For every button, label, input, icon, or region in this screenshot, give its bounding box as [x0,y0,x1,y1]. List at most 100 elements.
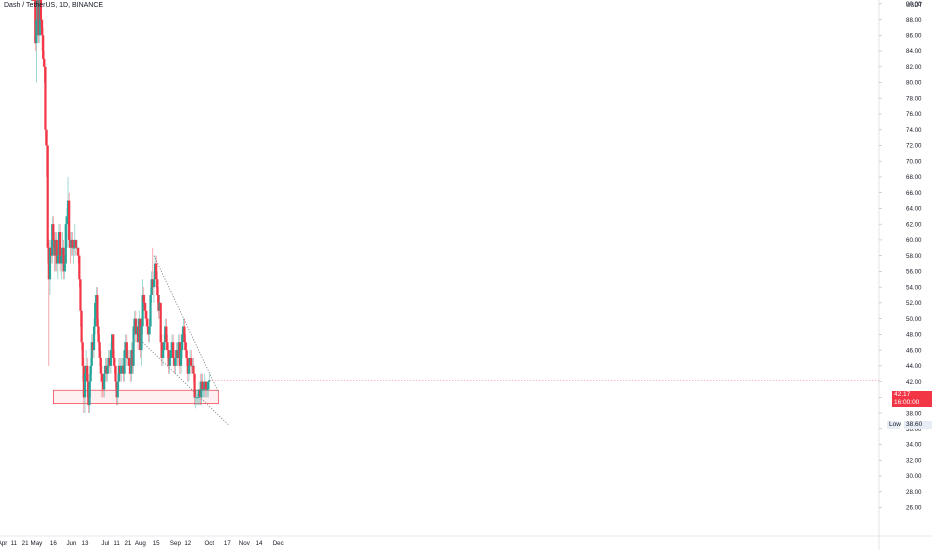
y-tick-label: 28.00 [906,489,922,496]
candle-body [186,357,189,374]
x-tick-label: 12 [184,540,191,547]
candle-body [91,342,94,351]
candle-body [100,373,104,382]
candle-body [207,381,210,390]
candle-body [30,0,33,1]
candle-body [127,357,131,366]
candle-body [156,279,159,296]
x-tick-label: Nov [239,540,251,547]
candle-body [73,239,76,248]
price-tag: 42.17 16:00:00 [892,391,932,407]
price-tag-value: 42.17 [894,391,911,398]
candle-body [152,279,156,288]
candle-body [124,342,127,351]
candle-body [53,239,56,256]
symbol-title: Dash / TetherUS, 1D, BINANCE [4,2,104,9]
x-tick-label: 21 [124,540,131,547]
x-tick-label: Jun [66,540,77,547]
candle-body [66,200,70,217]
candle-body [74,239,78,248]
x-tick-label: 11 [113,540,120,547]
y-tick-label: 54.00 [906,284,922,291]
x-tick-label: 11 [11,540,18,547]
y-tick-label: 90.00 [906,1,922,8]
candle-body [194,397,197,399]
candle-body [138,318,141,343]
y-tick-label: 64.00 [906,206,922,213]
x-tick-label: Aug [135,540,147,547]
y-tick-label: 42.00 [906,379,922,386]
candle-body [146,318,149,327]
candle-body [126,357,130,359]
candle-body [48,247,52,280]
y-tick-label: 58.00 [906,253,922,260]
candle-body [201,381,204,390]
candle-body [135,326,139,335]
candle-body [35,19,38,44]
candle-body [167,350,170,366]
candle-body [172,342,175,358]
y-tick-label: 46.00 [906,347,922,354]
candle-body [175,350,178,358]
candle-body [55,239,58,264]
candle-body [158,302,161,311]
candle-body [34,0,37,44]
candle-body [98,342,101,358]
currency-label: USDT [906,3,923,9]
candle-body [139,318,142,351]
candle-body [64,224,67,264]
candle-body [202,389,205,391]
x-tick-label: Oct [204,540,214,547]
candle-body [185,350,188,358]
candle-body [181,334,184,351]
candle-body [33,0,36,1]
candle-body [83,373,87,398]
candle-body [94,302,97,327]
candle-body [45,129,48,146]
candle-body [63,263,66,272]
candle-body [130,350,133,374]
candle-body [208,380,211,382]
y-tick-label: 48.00 [906,332,922,339]
candle-body [86,365,89,382]
candle-body [114,365,117,382]
candle-body [121,365,124,367]
y-tick-label: 82.00 [906,64,922,71]
candle-body [112,334,115,358]
trendline [142,341,229,426]
candle-body [204,381,207,390]
x-tick-label: 13 [82,540,89,547]
candle-body [108,357,111,366]
y-tick-label: 44.00 [906,363,922,370]
candle-body [90,342,93,366]
x-tick-label: 16 [50,540,57,547]
candle-body [116,381,119,398]
candle-body [142,295,145,303]
candle-body [129,365,132,374]
candle-body [42,35,45,59]
candle-body [169,350,172,358]
candle-body [72,247,75,249]
candle-body [61,247,64,256]
x-tick-label: 21 [22,540,29,547]
candle-body [183,326,186,343]
candle-body [192,365,195,374]
candle-body [111,334,114,351]
y-tick-label: 76.00 [906,111,922,118]
candle-body [37,0,40,36]
candle-body [205,389,209,391]
x-tick-label: May [31,540,44,547]
candle-body [47,247,50,280]
y-tick-label: 26.00 [906,505,922,512]
candle-body [137,326,140,343]
candle-body [31,0,35,1]
candle-body [184,342,187,351]
candle-body [101,381,105,390]
x-tick-label: 14 [256,540,263,547]
candle-body [179,350,183,366]
y-tick-label: 38.00 [906,410,922,417]
y-tick-label: 30.00 [906,473,922,480]
candle-body [88,381,91,406]
